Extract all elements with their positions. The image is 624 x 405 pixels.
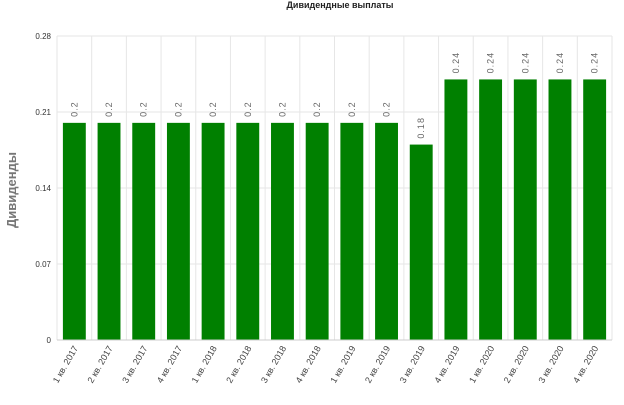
bar [409, 144, 433, 340]
y-tick-label: 0.28 [35, 32, 51, 41]
data-label: 0.2 [69, 101, 79, 117]
x-tick-label: 3 кв. 2017 [120, 344, 149, 385]
chart-title: Дивидендные выплаты [287, 0, 394, 10]
bar [236, 122, 260, 340]
y-axis-label: Дивиденды [4, 152, 19, 228]
data-label: 0.2 [208, 101, 218, 117]
x-tick-label: 1 кв. 2017 [51, 344, 80, 385]
bars [62, 79, 607, 340]
x-tick-label: 4 кв. 2020 [571, 344, 600, 385]
data-label: 0.2 [347, 101, 357, 117]
bar [62, 122, 86, 340]
x-tick-label: 3 кв. 2018 [259, 344, 288, 385]
x-tick-label: 3 кв. 2019 [398, 344, 427, 385]
y-tick-label: 0.21 [35, 108, 51, 117]
bar [166, 122, 190, 340]
bar [97, 122, 121, 340]
bar [444, 79, 468, 340]
data-label: 0.2 [243, 101, 253, 117]
data-label: 0.2 [312, 101, 322, 117]
bar [271, 122, 294, 340]
bar [201, 122, 225, 340]
y-tick-label: 0 [47, 336, 52, 345]
x-tick-label: 2 кв. 2017 [85, 344, 114, 385]
data-label: 0.2 [173, 101, 183, 117]
data-label: 0.24 [555, 52, 565, 74]
bar [513, 79, 537, 340]
bar [583, 79, 607, 340]
data-label: 0.2 [104, 101, 114, 117]
x-tick-label: 2 кв. 2020 [502, 344, 531, 385]
x-tick-label: 4 кв. 2019 [432, 344, 461, 385]
x-tick-label: 1 кв. 2019 [328, 344, 357, 385]
bar [132, 122, 156, 340]
bar [340, 122, 364, 340]
bar [548, 79, 572, 340]
bar [375, 122, 398, 340]
y-axis-ticks: 0 0.07 0.14 0.21 0.28 [35, 32, 51, 345]
data-label: 0.24 [590, 52, 600, 74]
x-tick-label: 1 кв. 2018 [190, 344, 219, 385]
x-axis-ticks: 1 кв. 2017 2 кв. 2017 3 кв. 2017 4 кв. 2017… [51, 344, 601, 385]
data-label: 0.2 [139, 101, 149, 117]
x-tick-label: 2 кв. 2018 [224, 344, 253, 385]
bar [479, 79, 503, 340]
bar [305, 122, 329, 340]
x-tick-label: 3 кв. 2020 [536, 344, 565, 385]
data-label: 0.2 [277, 101, 287, 117]
data-label: 0.24 [486, 52, 496, 74]
y-tick-label: 0.07 [35, 260, 51, 269]
data-labels: 0.2 0.2 0.2 0.2 0.2 0.2 0.2 0.2 0.2 0.2 0.18 0.24 0.… [69, 52, 599, 139]
x-tick-label: 1 кв. 2020 [467, 344, 496, 385]
data-label: 0.24 [520, 52, 530, 74]
grid-lines [56, 35, 613, 340]
x-tick-label: 2 кв. 2019 [363, 344, 392, 385]
y-tick-label: 0.14 [35, 184, 51, 193]
data-label: 0.18 [416, 117, 426, 139]
x-tick-label: 4 кв. 2018 [294, 344, 323, 385]
x-tick-label: 4 кв. 2017 [155, 344, 184, 385]
data-label: 0.24 [451, 52, 461, 74]
data-label: 0.2 [382, 101, 392, 117]
